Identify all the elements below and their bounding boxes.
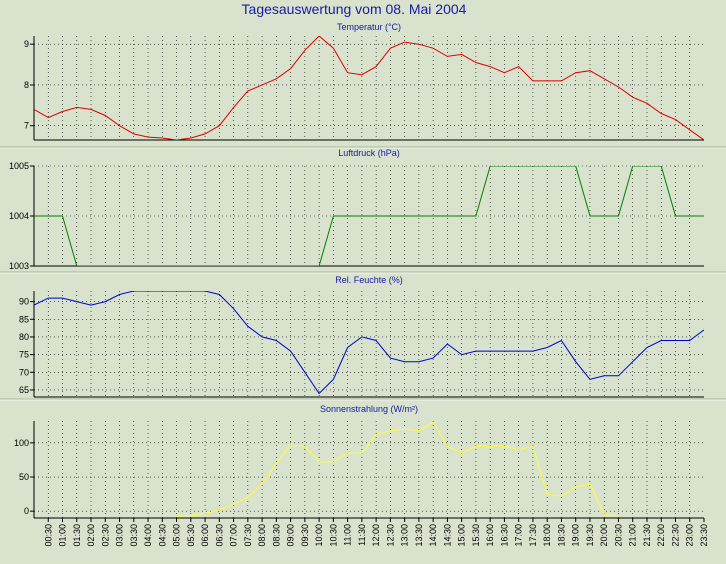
- x-tick-label: 22:30: [670, 524, 680, 547]
- y-tick-label: 1005: [9, 161, 29, 171]
- x-tick-label: 09:00: [286, 524, 296, 547]
- x-tick-label: 14:00: [428, 524, 438, 547]
- chart-panel: Temperatur (°C) 7 8 9: [24, 22, 704, 141]
- y-tick-label: 90: [19, 297, 29, 307]
- y-tick-label: 8: [24, 80, 29, 90]
- x-tick-label: 11:30: [357, 524, 367, 546]
- x-tick-label: 01:00: [58, 524, 68, 547]
- x-tick-label: 21:30: [642, 524, 652, 547]
- y-tick-label: 70: [19, 367, 29, 377]
- x-tick-label: 10:30: [328, 524, 338, 547]
- y-tick-label: 85: [19, 314, 29, 324]
- x-tick-label: 04:30: [157, 524, 167, 547]
- chart-panel: Sonnenstrahlung (W/m²) 0 50 100: [14, 404, 704, 519]
- x-tick-label: 06:00: [200, 524, 210, 547]
- x-tick-label: 16:30: [499, 524, 509, 547]
- x-tick-label: 00:30: [43, 524, 53, 547]
- panel-title: Luftdruck (hPa): [338, 148, 400, 158]
- x-tick-label: 13:00: [400, 524, 410, 547]
- y-tick-label: 1003: [9, 261, 29, 271]
- panel-title: Temperatur (°C): [337, 22, 401, 32]
- x-tick-label: 17:00: [514, 524, 524, 547]
- y-tick-label: 80: [19, 332, 29, 342]
- x-tick-label: 08:30: [271, 524, 281, 547]
- x-tick-label: 20:30: [613, 524, 623, 547]
- y-tick-label: 9: [24, 39, 29, 49]
- x-tick-label: 19:00: [571, 524, 581, 547]
- x-tick-label: 23:30: [699, 524, 709, 547]
- x-tick-label: 22:00: [656, 524, 666, 547]
- x-tick-label: 23:00: [685, 524, 695, 547]
- x-tick-label: 17:30: [528, 524, 538, 547]
- x-tick-label: 02:00: [86, 524, 96, 547]
- x-tick-label: 11:00: [343, 524, 353, 546]
- x-tick-label: 12:00: [371, 524, 381, 547]
- y-tick-label: 50: [19, 472, 29, 482]
- x-tick-label: 04:00: [143, 524, 153, 547]
- panel-title: Rel. Feuchte (%): [335, 275, 403, 285]
- x-tick-label: 01:30: [72, 524, 82, 547]
- x-tick-label: 03:30: [129, 524, 139, 547]
- chart-panels: Temperatur (°C) 7 8 9 Luftdruck (hPa) 1003 100…: [0, 22, 726, 519]
- x-tick-label: 09:30: [300, 524, 310, 547]
- x-tick-label: 06:30: [214, 524, 224, 547]
- x-tick-label: 13:30: [414, 524, 424, 547]
- page-title: Tagesauswertung vom 08. Mai 2004: [242, 1, 467, 17]
- x-tick-label: 12:30: [385, 524, 395, 547]
- x-tick-label: 21:00: [628, 524, 638, 547]
- x-axis-time-labels: 00:30 01:00 01:30 02:00 02:30 03:00 03:30 04:00…: [43, 518, 709, 547]
- series-line: [34, 36, 704, 140]
- chart-panel: Luftdruck (hPa) 1003 1004 1005: [9, 148, 704, 271]
- series-line: [176, 421, 619, 518]
- x-tick-label: 05:30: [186, 524, 196, 547]
- y-tick-label: 1004: [9, 211, 29, 221]
- x-tick-label: 02:30: [100, 524, 110, 547]
- y-tick-label: 75: [19, 350, 29, 360]
- x-tick-label: 16:00: [485, 524, 495, 547]
- panel-title: Sonnenstrahlung (W/m²): [320, 404, 418, 414]
- series-line: [34, 166, 704, 266]
- x-tick-label: 14:30: [442, 524, 452, 547]
- y-tick-label: 100: [14, 438, 29, 448]
- y-tick-label: 0: [24, 506, 29, 516]
- y-tick-label: 7: [24, 121, 29, 131]
- x-tick-label: 18:30: [556, 524, 566, 547]
- x-tick-label: 08:00: [257, 524, 267, 547]
- x-tick-label: 10:00: [314, 524, 324, 547]
- x-tick-label: 15:30: [471, 524, 481, 547]
- x-tick-label: 20:00: [599, 524, 609, 547]
- x-tick-label: 18:00: [542, 524, 552, 547]
- x-tick-label: 07:00: [229, 524, 239, 547]
- x-tick-label: 03:00: [115, 524, 125, 547]
- x-tick-label: 19:30: [585, 524, 595, 547]
- chart-panel: Rel. Feuchte (%) 65 70 75 80 85 90: [19, 275, 704, 398]
- series-line: [34, 291, 704, 395]
- x-tick-label: 07:30: [243, 524, 253, 547]
- y-tick-label: 65: [19, 385, 29, 395]
- x-tick-label: 15:00: [457, 524, 467, 547]
- x-tick-label: 05:00: [172, 524, 182, 547]
